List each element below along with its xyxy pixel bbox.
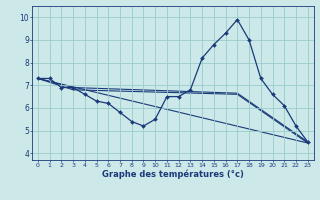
X-axis label: Graphe des températures (°c): Graphe des températures (°c): [102, 170, 244, 179]
